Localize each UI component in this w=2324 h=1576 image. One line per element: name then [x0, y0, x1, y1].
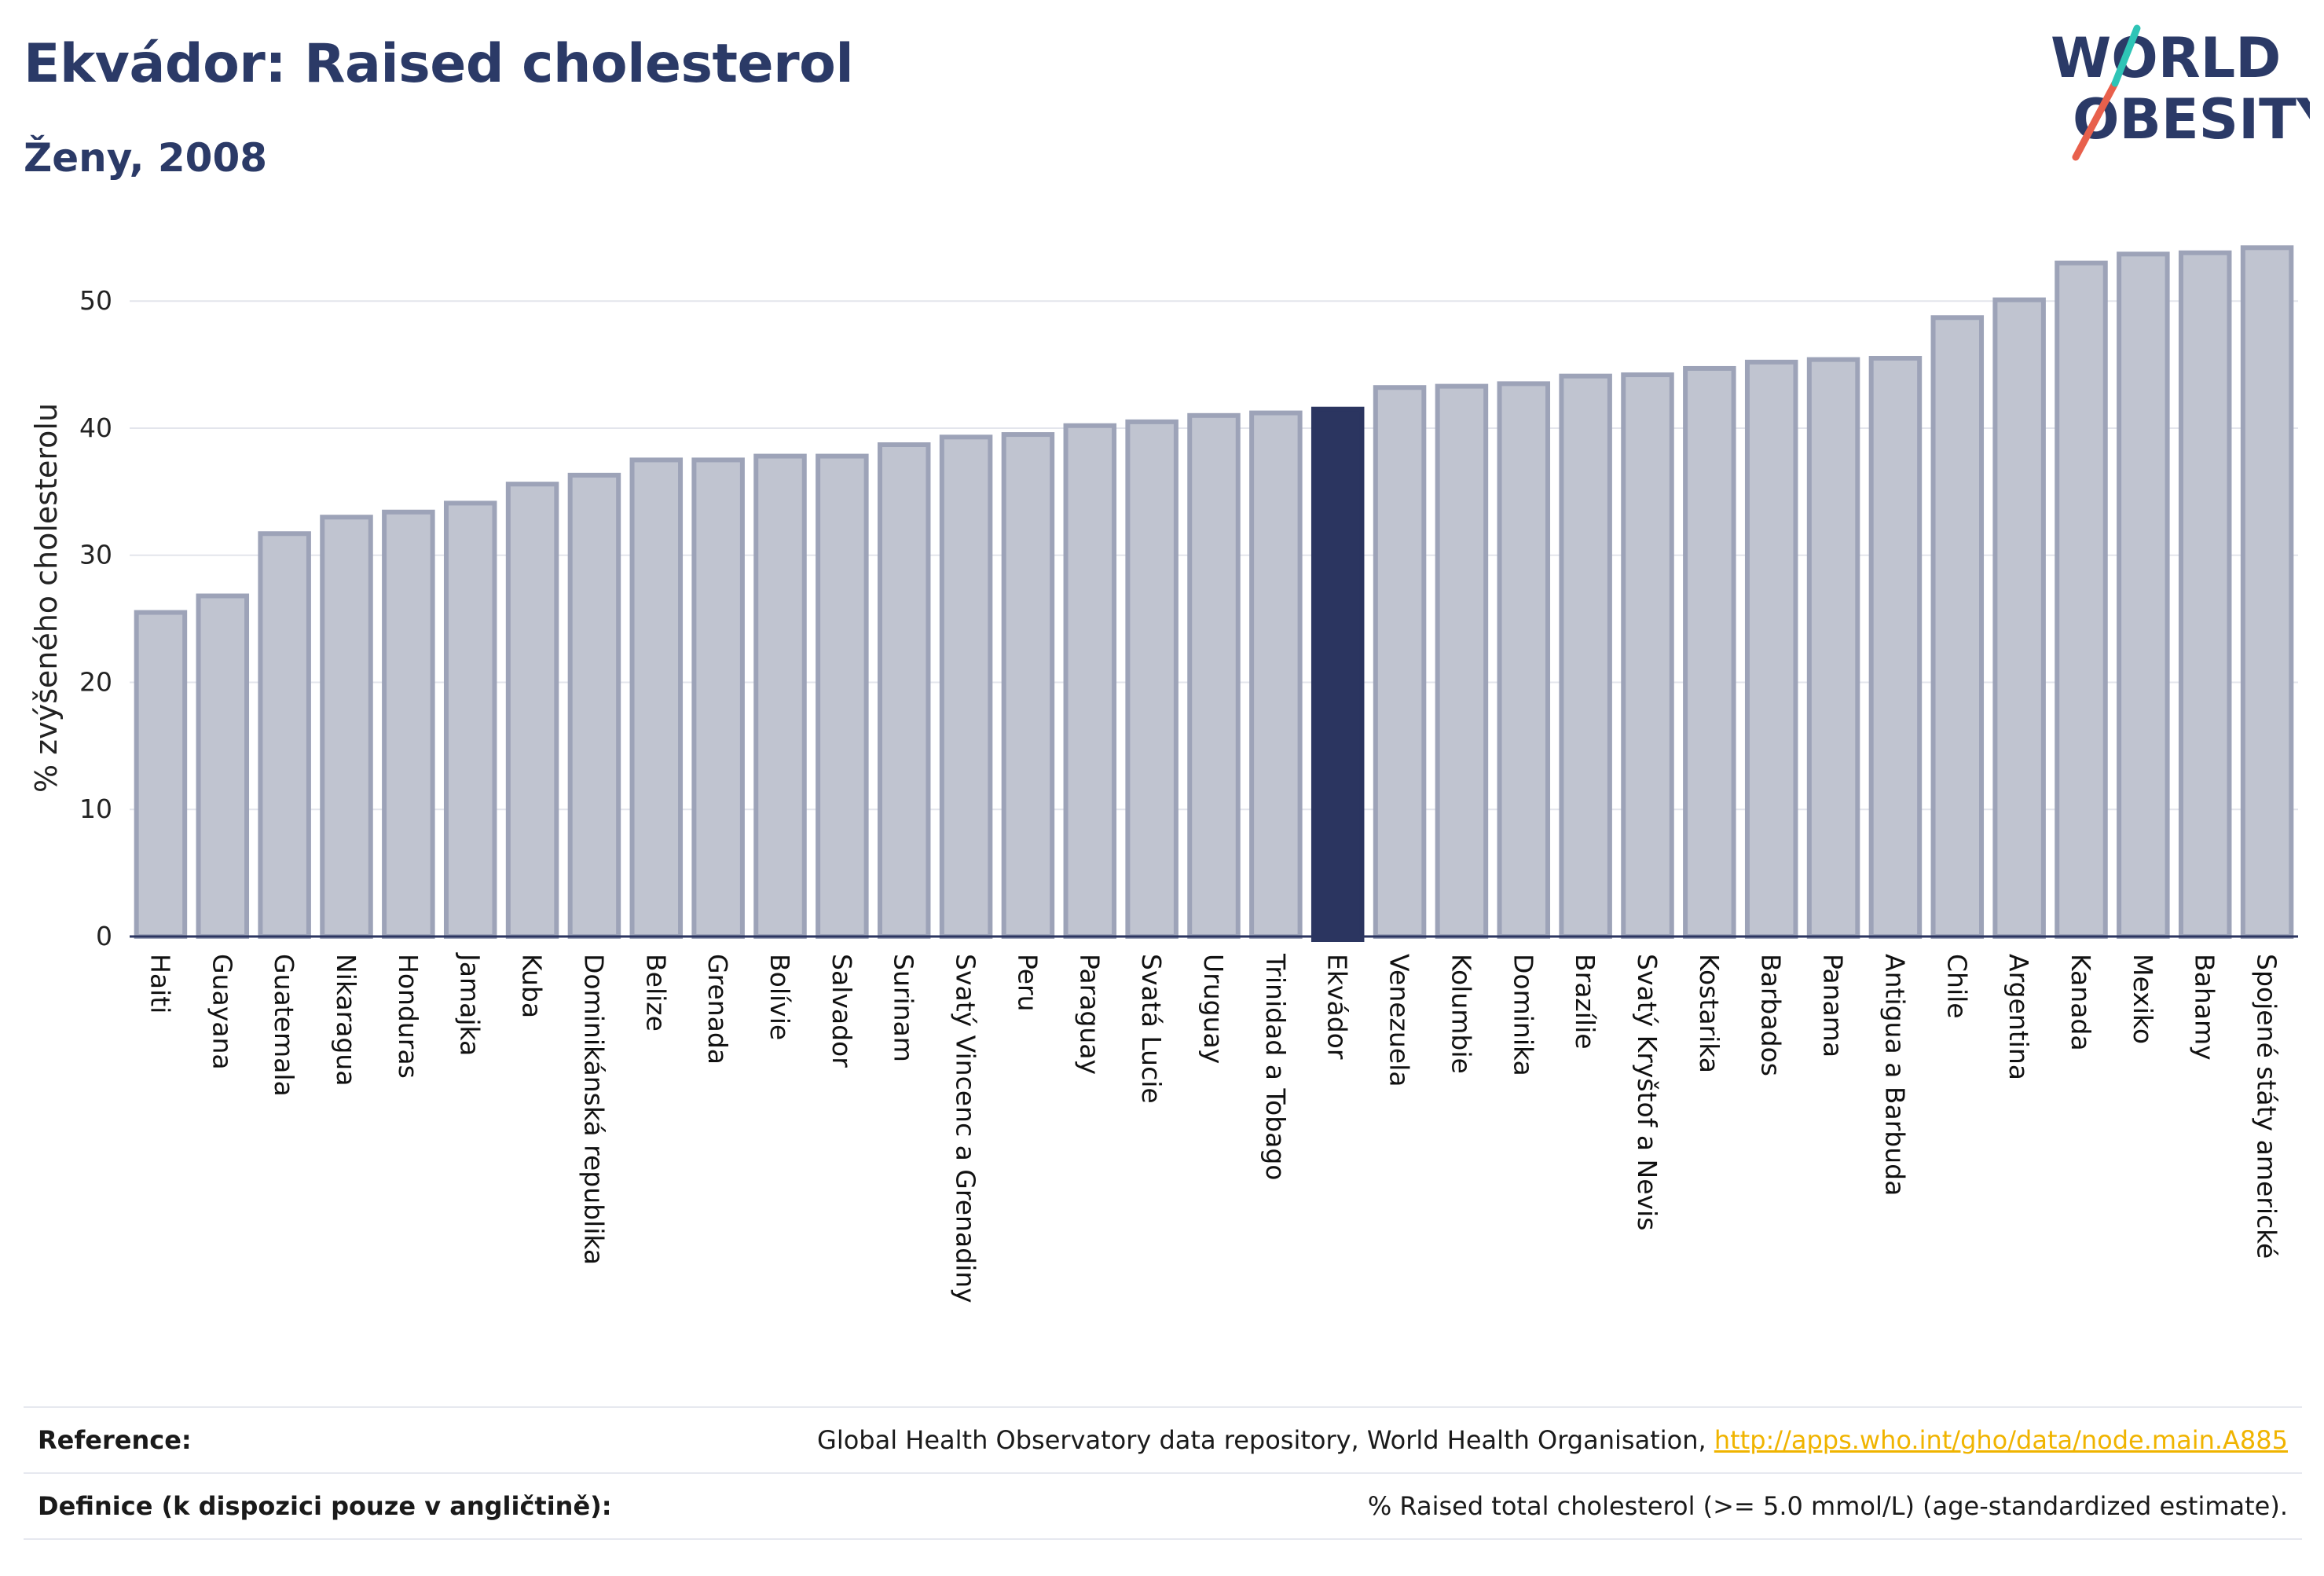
definition-label: Definice (k dispozici pouze v angličtině…: [38, 1491, 612, 1521]
bar: [1621, 372, 1674, 940]
bar: [196, 593, 250, 939]
bar: [505, 482, 559, 939]
x-tick-label: Brazílie: [1570, 954, 1600, 1050]
y-tick-label: 0: [96, 921, 112, 951]
bar: [1806, 357, 1860, 940]
x-tick-label: Venezuela: [1384, 954, 1415, 1087]
x-tick-label: Jamajka: [455, 952, 486, 1056]
logo-slash-teal: [2111, 24, 2141, 87]
x-tick-label: Nikaragua: [331, 954, 361, 1086]
world-obesity-logo: WORLD OBESITY: [2051, 24, 2310, 161]
bar: [1001, 432, 1055, 939]
x-tick-label: Svatá Lucie: [1136, 954, 1167, 1104]
x-tick-label: Svatý Kryštof a Nevis: [1632, 954, 1662, 1230]
x-tick-label: Chile: [1941, 954, 1972, 1019]
definition-value: % Raised total cholesterol (>= 5.0 mmol/…: [1367, 1491, 2288, 1521]
x-tick-label: Guayana: [207, 954, 237, 1070]
reference-text: Global Health Observatory data repositor…: [817, 1425, 1714, 1455]
y-tick-label: 30: [79, 540, 112, 570]
bar: [2178, 250, 2232, 939]
logo-slash-red: [2072, 79, 2119, 161]
x-tick-label: Kanada: [2066, 954, 2096, 1051]
bar-highlighted: [1310, 406, 1365, 942]
x-tick-label: Peru: [1012, 954, 1043, 1012]
logo-line-1: WORLD: [2051, 26, 2281, 90]
x-tick-label: Antigua a Barbuda: [1879, 954, 1910, 1196]
bar: [2240, 245, 2294, 940]
x-tick-label: Haiti: [145, 954, 175, 1013]
x-tick-label: Honduras: [393, 954, 423, 1079]
bar: [1187, 412, 1241, 939]
y-axis-label: % zvýšeného cholesterolu: [29, 403, 64, 793]
x-tick-label: Dominika: [1508, 954, 1538, 1076]
chart-title: Ekvádor: Raised cholesterol: [24, 33, 854, 95]
bar: [1063, 423, 1117, 939]
x-tick-label: Mexiko: [2128, 954, 2158, 1044]
definition-row: Definice (k dispozici pouze v angličtině…: [24, 1472, 2302, 1540]
bar: [258, 531, 311, 939]
y-tick-label: 50: [79, 285, 112, 316]
bar: [1992, 297, 2046, 939]
bar: [629, 457, 684, 939]
x-tick-label: Trinidad a Tobago: [1260, 953, 1291, 1181]
bar: [1559, 373, 1612, 939]
reference-table: Reference: Global Health Observatory dat…: [24, 1406, 2302, 1540]
x-tick-label: Ekvádor: [1322, 954, 1353, 1060]
bar: [2055, 260, 2108, 939]
x-tick-label: Panama: [1818, 954, 1849, 1057]
bar: [1497, 381, 1551, 939]
x-tick-label: Surinam: [889, 954, 919, 1062]
x-tick-label: Kostarika: [1694, 954, 1725, 1073]
y-tick-label: 10: [79, 793, 112, 824]
bar: [753, 453, 807, 939]
bar: [382, 509, 435, 939]
logo-line-2: OBESITY: [2073, 87, 2310, 152]
bar: [134, 610, 188, 939]
bar: [443, 500, 497, 939]
reference-value: Global Health Observatory data repositor…: [817, 1425, 2302, 1455]
bar-chart: 0 10 20 30 40 50 % zvýšeného cholesterolu Haiti…: [29, 245, 2298, 1303]
bar: [1744, 359, 1798, 939]
bar: [320, 515, 373, 939]
x-tick-label: Spojené státy americké: [2252, 954, 2282, 1259]
bar: [1683, 365, 1736, 939]
reference-label: Reference:: [38, 1425, 192, 1455]
bar: [1373, 385, 1427, 939]
x-tick-label: Bolívie: [764, 954, 795, 1040]
reference-row: Reference: Global Health Observatory dat…: [24, 1406, 2302, 1472]
bar: [2117, 251, 2170, 939]
x-tick-label: Argentina: [2003, 954, 2034, 1080]
bar: [939, 434, 993, 939]
chart-subtitle: Ženy, 2008: [24, 135, 268, 181]
x-tick-label: Barbados: [1756, 954, 1787, 1076]
x-tick-label: Belize: [640, 954, 671, 1032]
x-tick-label: Salvador: [827, 954, 857, 1068]
x-tick-label: Paraguay: [1074, 954, 1105, 1075]
bar: [1435, 383, 1489, 939]
bar: [1930, 315, 1985, 939]
y-tick-label: 20: [79, 666, 112, 697]
x-tick-label: Kuba: [517, 954, 548, 1018]
bar: [816, 453, 869, 939]
x-tick-label: Grenada: [702, 954, 733, 1065]
bar: [691, 457, 745, 939]
reference-link[interactable]: http://apps.who.int/gho/data/node.main.A…: [1714, 1425, 2288, 1455]
x-tick-label: Bahamy: [2190, 954, 2220, 1061]
bar: [877, 442, 931, 939]
bar: [1868, 356, 1923, 940]
x-tick-label: Dominikánská republika: [578, 954, 609, 1265]
bar: [1125, 419, 1178, 939]
x-tick-label: Uruguay: [1198, 954, 1229, 1064]
y-tick-label: 40: [79, 412, 112, 443]
bar: [567, 472, 621, 939]
x-tick-label: Guatemala: [269, 954, 299, 1097]
x-tick-label: Kolumbie: [1446, 954, 1476, 1074]
x-tick-label: Svatý Vincenc a Grenadiny: [951, 954, 981, 1303]
bar: [1249, 410, 1303, 939]
